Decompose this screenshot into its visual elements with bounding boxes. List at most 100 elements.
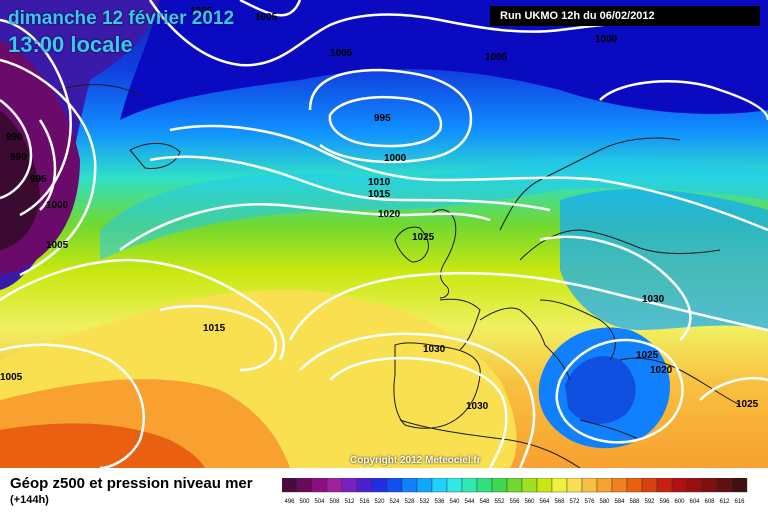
scale-tick-label: 572 xyxy=(569,499,580,505)
scale-tick-label: 536 xyxy=(434,499,445,505)
scale-tick-label: 532 xyxy=(419,499,430,505)
scale-swatch xyxy=(731,478,748,493)
scale-swatch xyxy=(401,478,418,493)
geopotential-map-svg: 1005 1005 1005 1000 995 1000 1005 995 99… xyxy=(0,0,768,468)
scale-tick-label: 516 xyxy=(359,499,370,505)
isobar-label: 1030 xyxy=(466,401,489,412)
cutoff-low-core xyxy=(565,356,636,424)
color-scale: 496 500 504 508 512 516 520 524 528 532 536 540 544 5… xyxy=(282,478,748,505)
isobar-label: 1005 xyxy=(255,12,278,23)
scale-swatch xyxy=(716,478,733,493)
scale-swatch xyxy=(656,478,673,493)
scale-swatch xyxy=(641,478,658,493)
scale-swatch xyxy=(386,478,403,493)
scale-swatch xyxy=(581,478,598,493)
scale-tick-label: 528 xyxy=(404,499,415,505)
scale-tick-label: 540 xyxy=(449,499,460,505)
scale-swatch xyxy=(311,478,328,493)
isobar-label: 1000 xyxy=(595,34,618,45)
scale-swatch xyxy=(491,478,508,493)
scale-tick-label: 512 xyxy=(344,499,355,505)
scale-tick-label: 588 xyxy=(629,499,640,505)
copyright-text: Copyright 2012 Meteociel.fr xyxy=(350,455,481,466)
isobar-label: 1030 xyxy=(423,344,446,355)
scale-swatch xyxy=(326,478,343,493)
scale-tick-label: 560 xyxy=(524,499,535,505)
scale-swatch xyxy=(341,478,358,493)
scale-swatch xyxy=(461,478,478,493)
isobar-label: 1025 xyxy=(736,399,759,410)
isobar-label: 990 xyxy=(10,152,27,163)
scale-tick-label: 580 xyxy=(599,499,610,505)
scale-tick-label: 548 xyxy=(479,499,490,505)
scale-swatch xyxy=(371,478,388,493)
isobar-label: 1020 xyxy=(378,209,401,220)
isobar-label: 1010 xyxy=(368,177,391,188)
scale-swatch xyxy=(476,478,493,493)
scale-tick-label: 524 xyxy=(389,499,400,505)
scale-swatch xyxy=(596,478,613,493)
scale-tick-label: 544 xyxy=(464,499,475,505)
scale-tick-label: 600 xyxy=(674,499,685,505)
legend-subtitle: (+144h) xyxy=(10,494,49,506)
isobar-label: 1020 xyxy=(650,365,673,376)
scale-swatch xyxy=(296,478,313,493)
scale-tick-label: 496 xyxy=(284,499,295,505)
scale-tick-label: 556 xyxy=(509,499,520,505)
eastern-europe-zone xyxy=(560,189,768,330)
scale-swatch xyxy=(521,478,538,493)
scale-tick-label: 608 xyxy=(704,499,715,505)
scale-tick-label: 576 xyxy=(584,499,595,505)
isobar-label: 1015 xyxy=(368,189,391,200)
isobar-label: 1005 xyxy=(46,240,69,251)
isobar-label: 1025 xyxy=(636,350,659,361)
scale-swatch xyxy=(551,478,568,493)
scale-swatch xyxy=(506,478,523,493)
scale-tick-label: 508 xyxy=(329,499,340,505)
low-pressure-zone-deep xyxy=(0,110,40,250)
scale-swatch xyxy=(282,478,298,493)
scale-swatch xyxy=(611,478,628,493)
scale-swatch xyxy=(356,478,373,493)
isobar-label: 1000 xyxy=(384,153,407,164)
isobar-labels: 1005 1005 1005 1000 995 1000 1005 995 99… xyxy=(0,6,759,412)
forecast-date: dimanche 12 février 2012 xyxy=(8,8,235,29)
cold-air-band xyxy=(120,0,768,120)
scale-tick-label: 564 xyxy=(539,499,550,505)
legend-title: Géop z500 et pression niveau mer xyxy=(10,475,253,492)
scale-tick-label: 612 xyxy=(719,499,730,505)
scale-tick-label: 584 xyxy=(614,499,625,505)
isobar-label: 995 xyxy=(30,174,47,185)
isobar-label: 995 xyxy=(30,174,47,185)
scale-swatch xyxy=(416,478,433,493)
scale-swatch xyxy=(701,478,718,493)
scale-tick-label: 596 xyxy=(659,499,670,505)
scale-swatch xyxy=(626,478,643,493)
scale-swatch xyxy=(686,478,703,493)
warm-zone-core xyxy=(0,423,205,468)
forecast-map: 1005 1005 1005 1000 995 1000 1005 995 99… xyxy=(0,0,768,468)
scale-tick-label: 616 xyxy=(734,499,745,505)
scale-swatch xyxy=(671,478,688,493)
isobar-label: 1025 xyxy=(412,232,435,243)
isobar-label: 1015 xyxy=(203,323,226,334)
isobar-label: 990 xyxy=(6,132,23,143)
isobar-label: 1005 xyxy=(190,6,213,17)
scale-swatch xyxy=(431,478,448,493)
scale-tick-label: 592 xyxy=(644,499,655,505)
scale-tick-label: 520 xyxy=(374,499,385,505)
forecast-time: 13:00 locale xyxy=(8,32,133,57)
isobar-label: 1030 xyxy=(642,294,665,305)
scale-tick-label: 604 xyxy=(689,499,700,505)
cyan-band xyxy=(100,155,768,260)
isobar-label: 1005 xyxy=(0,372,23,383)
isobar-label: 1005 xyxy=(330,48,353,59)
isobars xyxy=(0,0,768,468)
isobar-label: 1005 xyxy=(485,52,508,63)
scale-swatch xyxy=(446,478,463,493)
isobar-label: 1000 xyxy=(46,200,69,211)
scale-tick-label: 552 xyxy=(494,499,505,505)
scale-tick-label: 504 xyxy=(314,499,325,505)
scale-tick-label: 568 xyxy=(554,499,565,505)
scale-tick-label: 500 xyxy=(299,499,310,505)
